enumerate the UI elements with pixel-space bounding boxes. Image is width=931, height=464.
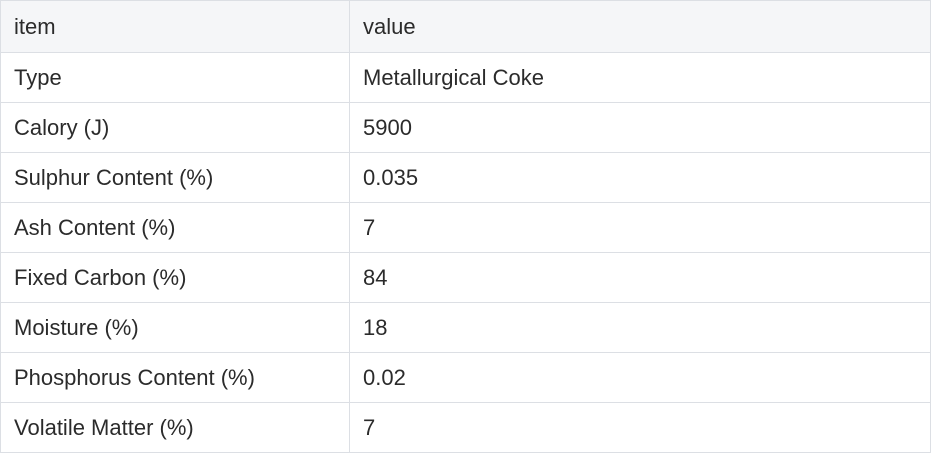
table-row: Fixed Carbon (%) 84: [0, 252, 931, 303]
table-row: Volatile Matter (%) 7: [0, 402, 931, 453]
table-row: Type Metallurgical Coke: [0, 52, 931, 103]
table-body: Type Metallurgical Coke Calory (J) 5900 …: [0, 52, 931, 453]
row-value-cell: 0.02: [349, 352, 931, 403]
row-item-cell: Type: [0, 52, 350, 103]
table-row: Sulphur Content (%) 0.035: [0, 152, 931, 203]
column-header-value: value: [349, 0, 931, 53]
table-row: Ash Content (%) 7: [0, 202, 931, 253]
row-value-cell: Metallurgical Coke: [349, 52, 931, 103]
row-value-cell: 5900: [349, 102, 931, 153]
table-row: Calory (J) 5900: [0, 102, 931, 153]
row-item-cell: Fixed Carbon (%): [0, 252, 350, 303]
header-row: item value: [0, 0, 931, 53]
spec-table: item value Type Metallurgical Coke Calor…: [0, 0, 931, 453]
row-item-cell: Sulphur Content (%): [0, 152, 350, 203]
table-row: Phosphorus Content (%) 0.02: [0, 352, 931, 403]
row-item-cell: Phosphorus Content (%): [0, 352, 350, 403]
row-item-cell: Ash Content (%): [0, 202, 350, 253]
row-value-cell: 84: [349, 252, 931, 303]
row-item-cell: Moisture (%): [0, 302, 350, 353]
row-item-cell: Calory (J): [0, 102, 350, 153]
table-row: Moisture (%) 18: [0, 302, 931, 353]
row-value-cell: 18: [349, 302, 931, 353]
column-header-item: item: [0, 0, 350, 53]
row-value-cell: 7: [349, 402, 931, 453]
row-value-cell: 0.035: [349, 152, 931, 203]
row-item-cell: Volatile Matter (%): [0, 402, 350, 453]
row-value-cell: 7: [349, 202, 931, 253]
table-header: item value: [0, 0, 931, 53]
